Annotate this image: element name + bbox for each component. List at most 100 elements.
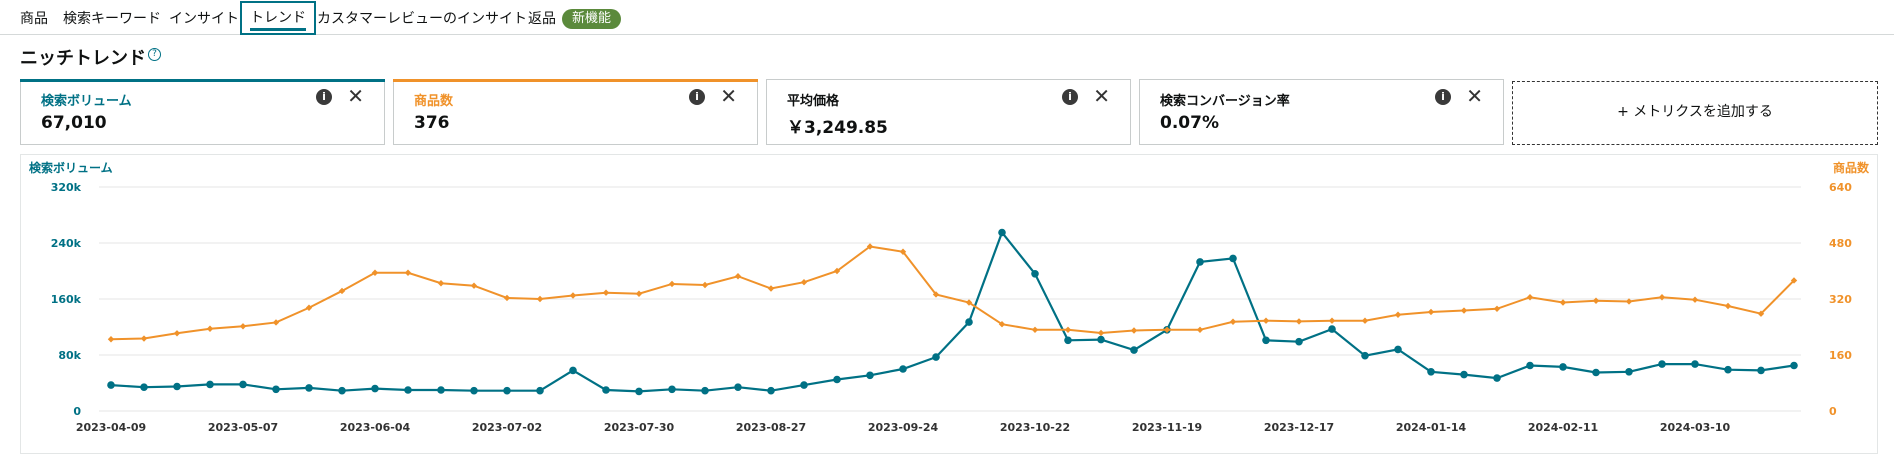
data-point-product-count: [1427, 308, 1435, 316]
data-point-search-volume: [866, 371, 874, 380]
data-point-product-count: [1361, 317, 1369, 324]
tab-returns[interactable]: 返品: [526, 6, 558, 32]
card-name: 商品数: [414, 94, 454, 109]
data-point-product-count: [338, 287, 346, 295]
data-point-search-volume: [1097, 335, 1105, 344]
data-point-search-volume: [734, 383, 742, 391]
data-point-search-volume: [701, 386, 709, 395]
data-point-product-count: [1229, 318, 1237, 325]
data-point-search-volume: [1658, 360, 1666, 368]
data-point-search-volume: [272, 385, 280, 394]
data-point-product-count: [437, 280, 445, 287]
data-point-product-count: [1757, 310, 1765, 317]
data-point-product-count: [1460, 307, 1468, 314]
data-point-product-count: [1394, 311, 1402, 318]
card-name: 検索コンバージョン率: [1160, 94, 1290, 109]
tab-trends[interactable]: トレンド: [240, 1, 316, 35]
data-point-search-volume: [1394, 345, 1402, 354]
data-point-product-count: [899, 248, 907, 255]
trend-chart-svg: 検索ボリューム 商品数 0 0 80k 160 160k 320 240k 480 320k 640 2…: [29, 160, 1870, 434]
card-accent-bar: [20, 79, 385, 82]
data-point-search-volume: [767, 386, 775, 395]
x-tick-label: 2023-04-09: [76, 421, 146, 434]
data-point-product-count: [569, 292, 577, 299]
data-point-search-volume: [107, 381, 115, 389]
data-point-product-count: [272, 319, 280, 326]
data-point-search-volume: [1592, 368, 1600, 377]
x-tick-label: 2024-02-11: [1528, 421, 1598, 434]
x-tick-label: 2023-07-02: [472, 421, 542, 434]
data-point-search-volume: [668, 385, 676, 394]
data-point-search-volume: [800, 381, 808, 389]
data-point-search-volume: [1790, 361, 1798, 370]
data-point-product-count: [470, 282, 478, 289]
data-point-search-volume: [1493, 374, 1501, 382]
x-tick-label: 2023-07-30: [604, 421, 675, 434]
metric-card-average-price[interactable]: 平均価格 ￥3,249.85 i ✕: [766, 79, 1131, 145]
tab-customer-review-insights[interactable]: カスタマーレビューのインサイト: [315, 6, 529, 32]
data-point-search-volume: [1196, 258, 1204, 266]
data-point-search-volume: [1691, 360, 1699, 368]
data-point-search-volume: [1724, 365, 1732, 374]
data-point-search-volume: [569, 366, 577, 375]
data-point-search-volume: [1625, 368, 1633, 376]
data-point-search-volume: [1229, 254, 1237, 263]
tab-label: 商品: [20, 11, 48, 27]
series-line-product-count: [110, 245, 1795, 341]
data-point-product-count: [932, 291, 940, 298]
tab-label: トレンド: [250, 8, 306, 31]
data-point-search-volume: [899, 365, 907, 373]
new-feature-badge: 新機能: [562, 9, 622, 29]
data-point-product-count: [371, 269, 379, 276]
data-point-product-count: [1559, 299, 1567, 306]
data-point-search-volume: [602, 386, 610, 394]
data-point-product-count: [536, 295, 544, 303]
metric-card-search-volume[interactable]: 検索ボリューム 67,010 i ✕: [20, 79, 385, 145]
data-point-search-volume: [206, 380, 214, 389]
data-point-search-volume: [503, 386, 511, 395]
y-right-tick-label: 160: [1829, 349, 1852, 362]
x-tick-label: 2023-05-07: [208, 421, 278, 434]
info-icon[interactable]: i: [1435, 89, 1451, 105]
add-metric-button[interactable]: + メトリクスを追加する: [1512, 81, 1878, 145]
card-name: 平均価格: [787, 94, 840, 109]
close-icon[interactable]: ✕: [1093, 84, 1110, 108]
y-left-tick-label: 160k: [51, 293, 82, 306]
data-point-product-count: [602, 289, 610, 296]
data-point-search-volume: [1031, 270, 1039, 278]
y-left-tick-label: 240k: [51, 237, 82, 250]
data-point-product-count: [1031, 326, 1039, 333]
close-icon[interactable]: ✕: [720, 84, 737, 108]
tab-label: 検索キーワード: [63, 11, 161, 27]
data-point-product-count: [965, 299, 973, 306]
tab-label: 返品: [528, 11, 556, 27]
metric-card-search-conversion-rate[interactable]: 検索コンバージョン率 0.07% i ✕: [1139, 79, 1504, 145]
tab-bar: 商品 検索キーワード インサイト トレンド カスタマーレビューのインサイト 返品…: [0, 0, 1894, 35]
card-value: 376: [414, 113, 450, 133]
data-point-product-count: [1064, 326, 1072, 333]
data-point-search-volume: [1262, 336, 1270, 345]
data-point-search-volume: [1460, 370, 1468, 379]
x-tick-label: 2024-03-10: [1660, 421, 1731, 434]
help-icon[interactable]: ?: [148, 48, 161, 61]
data-point-product-count: [206, 325, 214, 332]
data-point-product-count: [635, 290, 643, 297]
y-right-axis-title: 商品数: [1833, 160, 1870, 175]
card-value: 0.07%: [1160, 113, 1219, 133]
data-point-product-count: [767, 285, 775, 292]
tab-products[interactable]: 商品: [18, 6, 50, 32]
metric-card-product-count[interactable]: 商品数 376 i ✕: [393, 79, 758, 145]
data-point-search-volume: [305, 384, 313, 392]
data-point-search-volume: [932, 353, 940, 361]
tab-search-keywords[interactable]: 検索キーワード: [61, 6, 163, 32]
data-point-product-count: [1262, 317, 1270, 324]
x-tick-label: 2023-12-17: [1264, 421, 1334, 434]
close-icon[interactable]: ✕: [347, 84, 364, 108]
info-icon[interactable]: i: [689, 89, 705, 105]
info-icon[interactable]: i: [1062, 89, 1078, 105]
tab-insights[interactable]: インサイト: [167, 6, 241, 32]
data-point-search-volume: [239, 380, 247, 389]
data-point-search-volume: [635, 387, 643, 396]
close-icon[interactable]: ✕: [1466, 84, 1483, 108]
info-icon[interactable]: i: [316, 89, 332, 105]
